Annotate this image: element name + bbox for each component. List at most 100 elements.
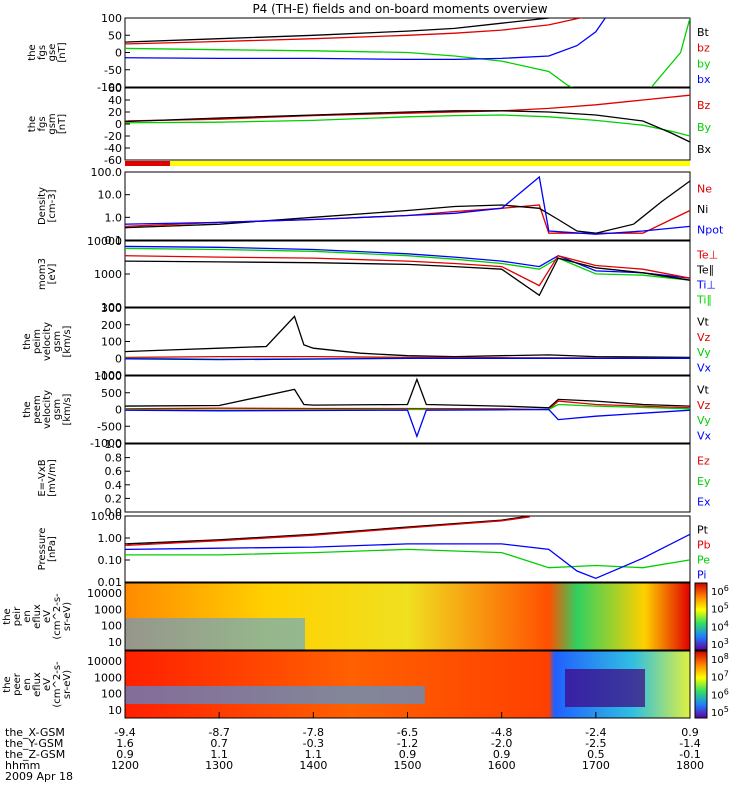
series-line-bx <box>125 110 690 143</box>
series-line-pb <box>125 516 530 547</box>
y-tick-label: 0 <box>115 352 122 365</box>
y-axis-label-line: en <box>22 610 33 623</box>
y-axis-label: thepeerenefluxeV(cm^2-s-sr-eV) <box>2 661 73 708</box>
y-axis-label-line: velocity <box>42 390 53 429</box>
colorbar-tick-label: 108 <box>711 652 729 666</box>
legend-entry: Vt <box>697 384 710 397</box>
legend-entry: bx <box>697 73 711 86</box>
y-axis-label-line: Pressure <box>37 528 48 571</box>
y-axis-label-line: the <box>22 401 33 417</box>
y-tick-label: 60 <box>108 82 122 95</box>
colorbar <box>694 582 708 651</box>
colorbar <box>694 650 708 719</box>
y-tick-label: 0.4 <box>105 479 123 492</box>
y-axis-label-line: the <box>27 116 38 132</box>
y-tick-label: -20 <box>104 130 122 143</box>
y-axis-label-line: [cm-3] <box>47 189 58 222</box>
y-axis-label-line: [mV/m] <box>47 459 58 497</box>
orbit-row-value: 1800 <box>676 759 704 772</box>
y-tick-label: 0.1 <box>105 234 123 247</box>
colorbar-tick-exponent: 6 <box>724 584 729 593</box>
orbit-row-value: -8.7 <box>208 726 229 739</box>
y-axis-label-line: the <box>27 44 38 60</box>
orbit-row-value: -1.2 <box>397 737 418 750</box>
y-axis-label-line: fgs <box>37 116 48 131</box>
colorbar-tick-label: 105 <box>711 602 729 616</box>
orbit-row-name: hhmm <box>5 759 40 772</box>
series-line-vt <box>125 377 690 409</box>
y-tick-label: 1.00 <box>98 532 123 545</box>
panel-4: 10000 1000 100 mom3[eV] Te⊥ Te∥ Ti⊥ Ti∥ <box>37 235 718 314</box>
colorbar-tick-exponent: 5 <box>724 602 729 611</box>
orbit-row-value: -1.4 <box>679 737 700 750</box>
colorbar-tick-base: 10 <box>711 708 724 719</box>
y-axis-label-line: [nT] <box>57 114 68 134</box>
legend-entry: Ez <box>697 454 710 467</box>
y-tick-label: 0 <box>115 404 122 417</box>
series-line-ne <box>125 204 690 234</box>
y-axis-label-line: the <box>2 676 13 692</box>
colorbar-tick-base: 10 <box>711 587 724 598</box>
legend-entry: Te⊥ <box>696 249 718 262</box>
y-tick-label: 100 <box>101 688 122 701</box>
y-tick-label: 0 <box>115 118 122 131</box>
series-line-ti∥ <box>125 247 690 281</box>
y-axis-label-line: gsm <box>47 113 58 134</box>
y-axis-label: thefgsgsm[nT] <box>27 113 68 134</box>
legend-entry: Vz <box>697 331 711 344</box>
orbit-row-value: 1600 <box>488 759 516 772</box>
orbit-row-value: 1.6 <box>116 737 134 750</box>
colorbar-tick-label: 103 <box>711 637 729 651</box>
legend-entry: Bz <box>697 99 711 112</box>
orbit-row-value: 1700 <box>582 759 610 772</box>
y-tick-label: 1.0 <box>105 211 123 224</box>
legend-entry: Pt <box>697 524 709 537</box>
y-tick-label: 1000 <box>94 671 122 684</box>
y-axis-label-line: peer <box>12 672 23 696</box>
orbit-row-name: the_Z-GSM <box>5 748 65 761</box>
orbit-row-value: 1300 <box>205 759 233 772</box>
y-tick-label: -50 <box>104 64 122 77</box>
y-axis-label-line: eV <box>42 610 53 623</box>
series-line-pt <box>125 516 530 545</box>
legend-entry: Ne <box>697 182 712 195</box>
orbit-row-value: 0.5 <box>587 748 605 761</box>
y-axis-label-line: gse <box>47 44 58 62</box>
y-axis-label: thepeirenefluxeV(cm^2-s-sr-eV) <box>2 593 73 640</box>
y-axis-label-line: (cm^2-s- <box>52 593 63 640</box>
y-axis-label-line: en <box>22 678 33 691</box>
y-tick-label: 300 <box>101 302 122 315</box>
series-line-vt <box>125 315 690 359</box>
legend-entry: Vz <box>697 399 711 412</box>
series-line-ti⊥ <box>125 245 690 279</box>
orbit-row-value: -2.5 <box>585 737 606 750</box>
y-tick-label: 1000 <box>94 268 122 281</box>
series-group <box>125 94 690 143</box>
series-group <box>125 175 690 235</box>
series-group <box>125 377 690 439</box>
y-tick-label: 1.0 <box>105 438 123 451</box>
y-axis-label: E=-VxB[mV/m] <box>37 459 58 497</box>
legend-entry: Bt <box>697 26 710 39</box>
y-axis-label: Pressure[nPa] <box>37 528 58 571</box>
orbit-row-value: -0.3 <box>303 737 324 750</box>
y-tick-label: 0 <box>115 47 122 60</box>
colorbar-tick-label: 105 <box>711 705 729 719</box>
y-tick-label: 1000 <box>94 370 122 383</box>
y-tick-label: -1000 <box>90 437 122 450</box>
legend-entry: Pe <box>697 554 710 567</box>
series-line-pi <box>125 533 690 580</box>
panel-frame <box>124 443 691 513</box>
series-line-npot <box>125 175 690 235</box>
y-tick-label: 0.2 <box>105 492 123 505</box>
legend-entry: Pb <box>697 539 711 552</box>
y-axis-label-line: eflux <box>32 604 43 629</box>
y-axis-label: thefgsgse[nT] <box>27 42 68 62</box>
y-tick-label: 10.00 <box>91 510 123 523</box>
y-axis-label: Density[cm-3] <box>37 187 58 225</box>
y-tick-label: 10000 <box>87 587 122 600</box>
y-axis-label-line: eflux <box>32 672 43 697</box>
series-line-bz <box>125 18 583 45</box>
legend-entry: Vy <box>697 346 711 359</box>
